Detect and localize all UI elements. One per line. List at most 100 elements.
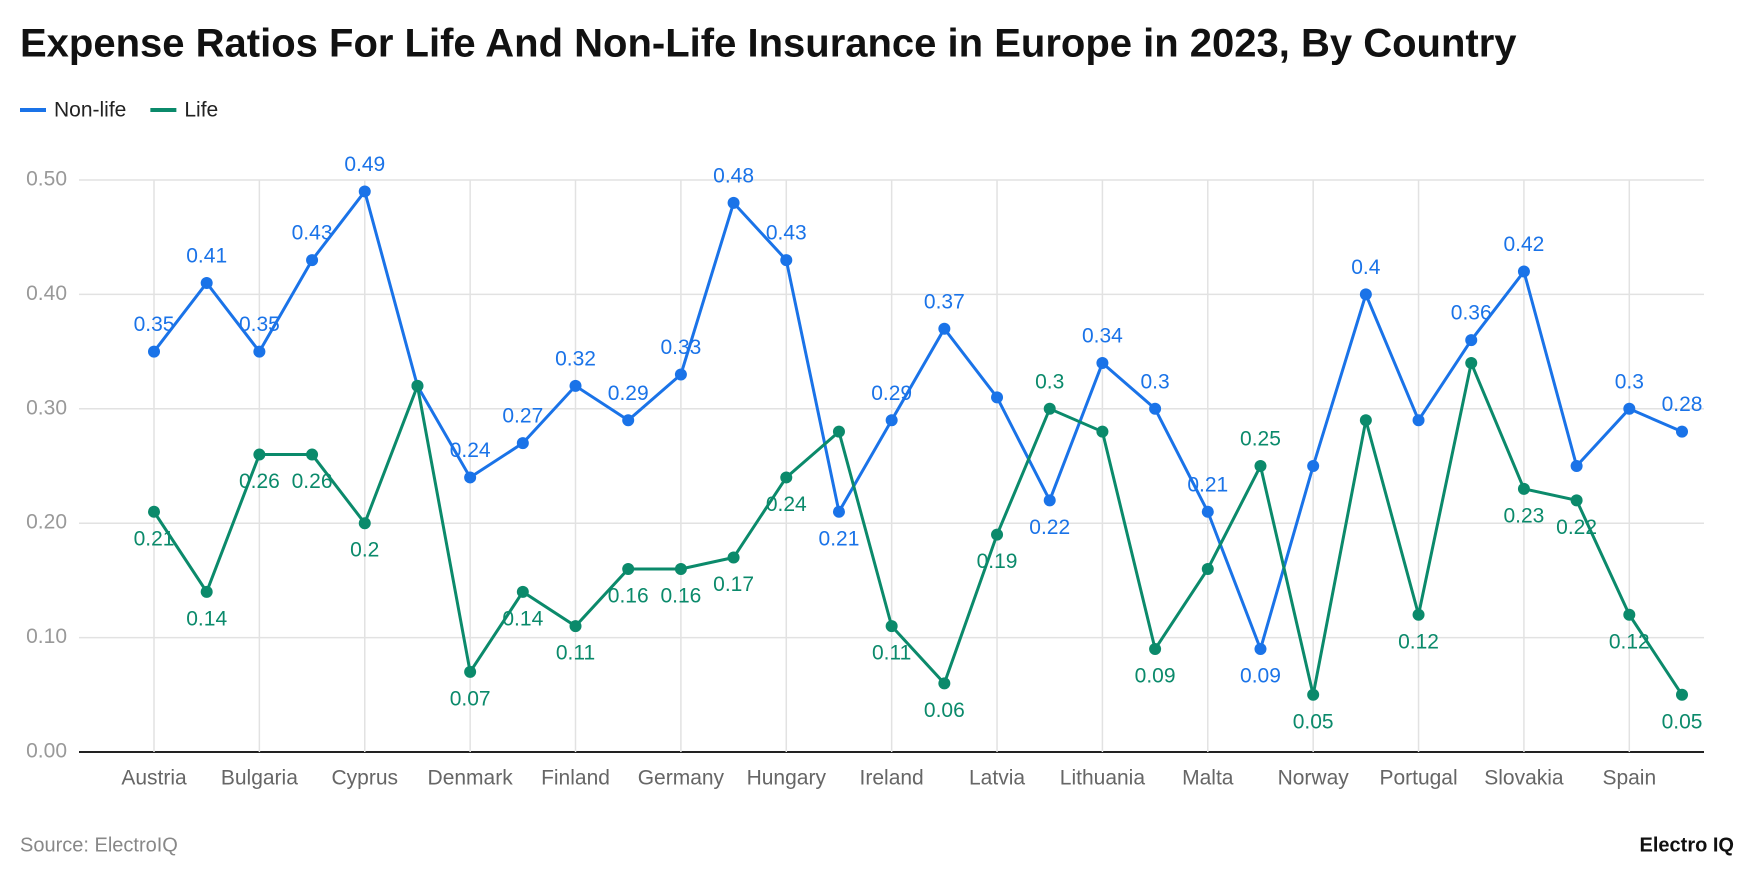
data-label: 0.3 bbox=[1141, 370, 1170, 393]
data-label: 0.33 bbox=[660, 336, 701, 359]
data-label: 0.35 bbox=[134, 313, 175, 336]
x-tick-label: Lithuania bbox=[1060, 767, 1146, 790]
legend-label: Non-life bbox=[54, 99, 126, 122]
x-tick-label: Ireland bbox=[860, 767, 924, 790]
data-point bbox=[832, 425, 845, 438]
x-tick-label: Germany bbox=[638, 767, 725, 790]
data-point bbox=[1043, 494, 1056, 507]
data-label: 0.12 bbox=[1609, 630, 1650, 653]
data-point bbox=[938, 322, 951, 335]
data-point bbox=[1465, 334, 1478, 347]
data-point bbox=[1676, 425, 1688, 438]
data-point bbox=[1359, 288, 1372, 301]
data-point bbox=[1254, 643, 1267, 656]
data-point bbox=[306, 254, 319, 267]
data-point bbox=[674, 368, 687, 381]
data-point bbox=[358, 517, 371, 530]
legend-label: Life bbox=[184, 99, 218, 122]
data-point bbox=[1149, 643, 1162, 656]
data-point bbox=[516, 585, 529, 598]
data-point bbox=[1623, 402, 1636, 415]
x-tick-label: Spain bbox=[1602, 767, 1656, 790]
data-label: 0.29 bbox=[608, 382, 649, 405]
data-point bbox=[1623, 608, 1636, 621]
data-label: 0.14 bbox=[186, 607, 227, 630]
chart-title: Expense Ratios For Life And Non-Life Ins… bbox=[20, 22, 1517, 66]
data-point bbox=[1307, 688, 1320, 701]
data-label: 0.29 bbox=[871, 382, 912, 405]
data-point bbox=[253, 448, 266, 461]
data-label: 0.26 bbox=[292, 470, 333, 493]
data-point bbox=[464, 471, 477, 484]
x-tick-label: Austria bbox=[121, 767, 187, 790]
data-point bbox=[1254, 460, 1267, 472]
data-point bbox=[516, 437, 529, 450]
data-point bbox=[1517, 482, 1530, 495]
data-label: 0.22 bbox=[1029, 516, 1070, 539]
data-point bbox=[1465, 357, 1478, 370]
data-label: 0.35 bbox=[239, 313, 280, 336]
source: Source: ElectroIQ bbox=[20, 834, 178, 856]
x-tick-label: Cyprus bbox=[331, 767, 398, 790]
data-point bbox=[727, 551, 740, 564]
data-label: 0.25 bbox=[1240, 428, 1281, 451]
data-point bbox=[200, 585, 213, 598]
data-point bbox=[411, 379, 424, 392]
data-point bbox=[938, 677, 951, 690]
x-tick-label: Denmark bbox=[428, 767, 514, 790]
data-point bbox=[991, 528, 1004, 541]
data-point bbox=[674, 562, 687, 575]
data-label: 0.48 bbox=[713, 164, 754, 187]
x-tick-label: Norway bbox=[1278, 767, 1350, 790]
data-label: 0.34 bbox=[1082, 325, 1123, 348]
x-tick-label: Latvia bbox=[969, 767, 1025, 790]
series-line bbox=[152, 188, 1683, 654]
data-label: 0.4 bbox=[1351, 256, 1381, 279]
y-tick-label: 0.10 bbox=[26, 625, 67, 648]
data-point bbox=[622, 414, 635, 427]
data-point bbox=[358, 185, 371, 198]
data-label: 0.11 bbox=[872, 642, 911, 665]
data-label: 0.24 bbox=[766, 493, 807, 516]
data-label: 0.12 bbox=[1398, 630, 1439, 653]
data-label: 0.07 bbox=[450, 687, 491, 710]
y-tick-label: 0.00 bbox=[26, 740, 67, 763]
data-label: 0.21 bbox=[1187, 473, 1228, 496]
data-point bbox=[1359, 414, 1372, 427]
data-label: 0.26 bbox=[239, 470, 280, 493]
y-tick-label: 0.50 bbox=[26, 168, 67, 191]
y-tick-label: 0.30 bbox=[26, 396, 67, 419]
data-label: 0.05 bbox=[1293, 710, 1334, 733]
data-label: 0.36 bbox=[1451, 302, 1492, 325]
x-tick-label: Malta bbox=[1182, 767, 1234, 790]
data-label: 0.14 bbox=[502, 607, 543, 630]
data-point bbox=[253, 345, 266, 358]
data-label: 0.49 bbox=[344, 153, 385, 176]
data-point bbox=[1412, 608, 1425, 621]
data-point bbox=[1412, 414, 1425, 427]
x-tick-label: Slovakia bbox=[1484, 767, 1564, 790]
data-point bbox=[1676, 688, 1688, 701]
data-label: 0.3 bbox=[1035, 370, 1064, 393]
data-label: 0.42 bbox=[1503, 233, 1544, 256]
data-label: 0.21 bbox=[134, 527, 175, 550]
data-label: 0.23 bbox=[1503, 504, 1544, 527]
data-point bbox=[727, 196, 740, 209]
x-tick-label: Portugal bbox=[1379, 767, 1457, 790]
data-label: 0.05 bbox=[1662, 710, 1703, 733]
data-label: 0.32 bbox=[555, 347, 596, 370]
x-tick-label: Finland bbox=[541, 767, 610, 790]
data-point bbox=[1570, 494, 1583, 507]
data-label: 0.09 bbox=[1135, 665, 1176, 688]
y-tick-label: 0.40 bbox=[26, 282, 67, 305]
brand: Electro IQ bbox=[1640, 834, 1734, 856]
data-point bbox=[1043, 402, 1056, 415]
data-point bbox=[1201, 505, 1214, 518]
data-label: 0.17 bbox=[713, 573, 754, 596]
y-tick-label: 0.20 bbox=[26, 511, 67, 534]
data-label: 0.06 bbox=[924, 699, 965, 722]
data-label: 0.27 bbox=[502, 405, 543, 428]
data-point bbox=[1096, 357, 1109, 370]
data-point bbox=[622, 562, 635, 575]
data-point bbox=[991, 391, 1004, 404]
